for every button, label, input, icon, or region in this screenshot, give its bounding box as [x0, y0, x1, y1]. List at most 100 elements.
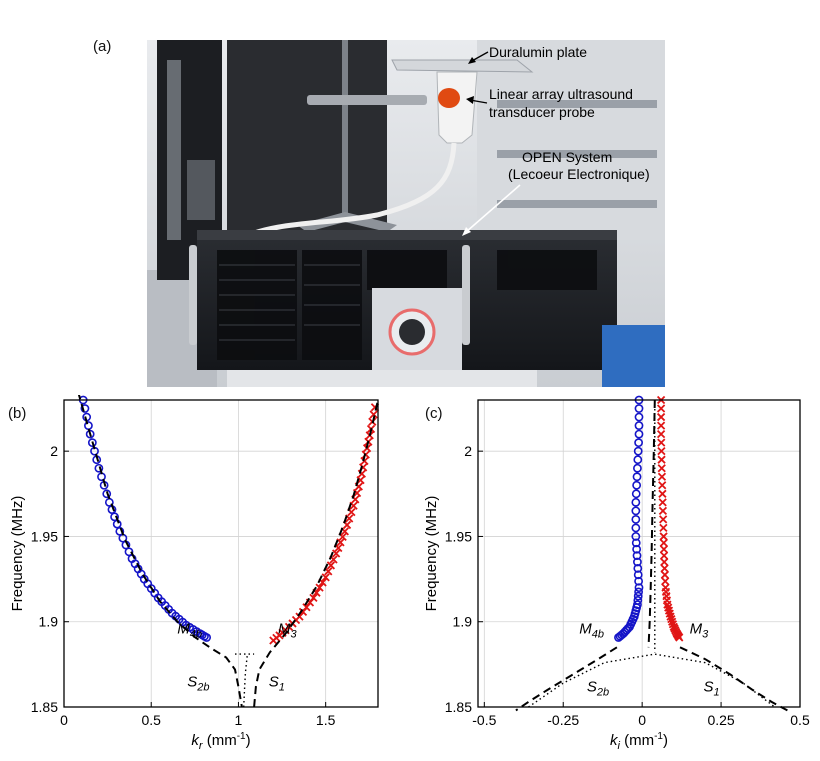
case-handle-left — [189, 245, 197, 345]
data-point — [657, 455, 666, 464]
y-tick-label: 2 — [464, 443, 472, 459]
data-point — [659, 532, 668, 541]
x-tick-label: 0.25 — [707, 712, 734, 728]
data-point — [657, 438, 666, 447]
data-point — [633, 591, 643, 601]
system-annotation-line1: OPEN System — [522, 149, 612, 165]
data-point — [634, 429, 644, 439]
data-point — [102, 489, 112, 499]
data-point — [675, 633, 684, 642]
data-point — [633, 463, 642, 473]
x-tick-label: 1 — [235, 712, 243, 728]
data-point — [634, 412, 644, 422]
x-tick-label: 0.5 — [141, 712, 161, 728]
data-point — [656, 429, 666, 439]
plot-frame — [477, 399, 801, 708]
system-arrow — [465, 184, 521, 233]
probe-annotation-line1: Linear array ultrasound — [489, 86, 633, 102]
y-tick-label: 1.85 — [445, 699, 472, 715]
y-tick-label: 1.95 — [445, 528, 472, 544]
data-point — [309, 593, 318, 602]
data-point — [321, 573, 330, 582]
photo-annotation-layer: Duralumin plate Linear array ultrasound … — [465, 44, 650, 233]
clamp-arm — [307, 95, 427, 105]
retort-stand-base — [297, 212, 397, 232]
x-axis-label: kr (mm-1) — [191, 731, 250, 752]
curve-label: S1 — [269, 674, 285, 694]
data-point — [331, 549, 341, 558]
data-point — [634, 438, 644, 448]
data-point — [80, 404, 90, 413]
chart-b: 0 0.5 1 1.5 1.85 1.9 1.95 2 Frequency (MHz) kr (m… — [9, 395, 380, 752]
y-tick-label: 1.85 — [31, 699, 58, 715]
curve-label: S2b — [587, 679, 609, 699]
data-point — [115, 526, 125, 536]
y-tick-label: 1.9 — [453, 614, 473, 630]
x-tick-label: 0.5 — [790, 712, 810, 728]
panel-label-c: (c) — [425, 405, 443, 422]
data-point — [657, 464, 666, 473]
dashed-curve-2 — [647, 399, 656, 648]
data-point — [631, 514, 641, 524]
data-point — [94, 463, 104, 473]
circles-series — [614, 395, 644, 642]
curve-label: M3 — [690, 621, 710, 641]
data-point — [631, 506, 641, 516]
data-point — [87, 438, 97, 448]
data-point — [202, 633, 212, 642]
control-knob — [399, 319, 425, 345]
dashed-curve-2 — [77, 395, 243, 708]
lab-setup-photo — [147, 40, 665, 387]
dark-cabinet — [227, 40, 387, 235]
data-point — [634, 421, 644, 430]
x-tick-label: -0.25 — [547, 712, 579, 728]
data-point — [659, 523, 668, 533]
plot-frame — [63, 399, 379, 708]
data-point — [634, 587, 644, 597]
data-point — [658, 489, 667, 498]
data-point — [634, 404, 644, 413]
probe-annotation-line2: transducer probe — [489, 104, 595, 120]
chart-c: -0.5 -0.25 0 0.25 0.5 1.85 1.9 1.95 2 Frequency (… — [423, 395, 810, 752]
circles-series — [78, 395, 212, 642]
panel-label-a: (a) — [93, 38, 112, 55]
data-point — [633, 455, 643, 465]
y-tick-label: 1.9 — [39, 614, 59, 630]
curve-label: S2b — [187, 674, 209, 694]
data-point — [634, 583, 644, 593]
data-point — [633, 446, 643, 456]
data-point — [110, 512, 119, 522]
data-point — [660, 557, 669, 567]
data-point — [631, 523, 641, 533]
data-point — [661, 577, 670, 586]
plate-annotation: Duralumin plate — [489, 44, 587, 60]
x-axis-label: ki (mm-1) — [610, 731, 668, 752]
data-point — [360, 456, 369, 466]
data-point — [124, 547, 134, 557]
y-tick-label: 2 — [50, 443, 58, 459]
probe-cable — [235, 142, 457, 243]
data-point — [631, 497, 641, 507]
data-point — [659, 551, 669, 560]
data-point — [336, 538, 345, 547]
curve-label: S1 — [704, 679, 720, 699]
data-point — [658, 481, 667, 490]
data-point — [369, 410, 378, 419]
data-point — [660, 570, 670, 579]
data-point — [614, 633, 623, 642]
blue-bin — [602, 325, 665, 387]
data-point — [656, 412, 666, 422]
data-point — [326, 561, 336, 570]
x-tick-label: -0.5 — [472, 712, 496, 728]
data-point — [660, 564, 669, 573]
data-point — [352, 488, 362, 498]
crosses-series — [656, 395, 684, 642]
data-point — [349, 501, 358, 510]
curve-label: M4b — [579, 621, 604, 641]
data-point — [658, 498, 667, 507]
x-tick-label: 1.5 — [316, 712, 336, 728]
dashed-curve-4 — [679, 646, 788, 712]
data-point — [657, 447, 666, 456]
data-point — [659, 538, 668, 547]
case-handle-right — [462, 245, 470, 345]
